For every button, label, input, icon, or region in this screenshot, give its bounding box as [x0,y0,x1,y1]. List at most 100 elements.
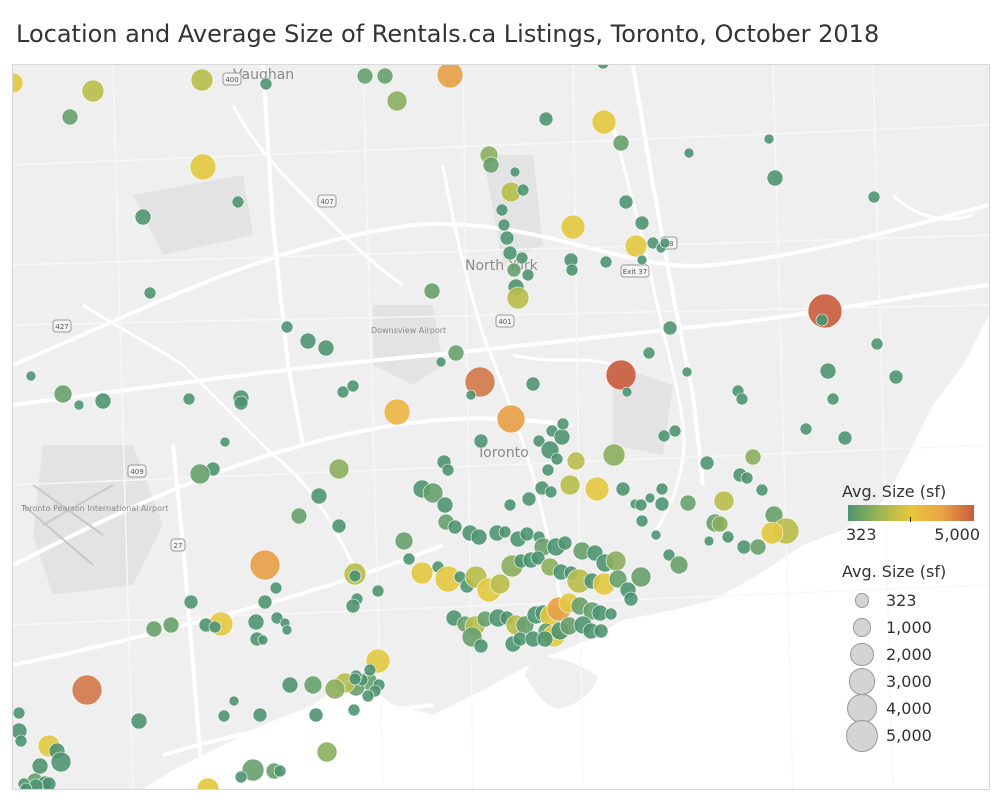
listing-marker[interactable] [143,286,157,300]
listing-marker[interactable] [593,623,609,639]
listing-marker[interactable] [71,674,103,706]
listing-marker[interactable] [766,169,784,187]
listing-marker[interactable] [815,313,829,327]
listing-marker[interactable] [634,498,648,512]
listing-marker[interactable] [422,482,444,504]
listing-markers[interactable] [13,65,904,789]
listing-marker[interactable] [162,616,180,634]
listing-marker[interactable] [386,90,408,112]
listing-marker[interactable] [470,528,488,546]
listing-marker[interactable] [659,237,671,249]
listing-marker[interactable] [331,518,347,534]
listing-marker[interactable] [538,111,554,127]
listing-marker[interactable] [760,521,784,545]
listing-marker[interactable] [447,344,465,362]
listing-marker[interactable] [231,195,245,209]
listing-marker[interactable] [196,777,220,789]
listing-marker[interactable] [799,422,813,436]
listing-marker[interactable] [489,573,511,595]
listing-marker[interactable] [269,581,283,595]
listing-marker[interactable] [436,65,464,89]
listing-marker[interactable] [699,455,715,471]
listing-marker[interactable] [530,550,546,566]
map-view[interactable]: Vaughan North York Downsview Airport Tor… [12,64,990,790]
listing-marker[interactable] [308,707,324,723]
listing-marker[interactable] [495,203,509,217]
listing-marker[interactable] [516,183,530,197]
listing-marker[interactable] [597,65,609,70]
listing-marker[interactable] [826,392,840,406]
listing-marker[interactable] [565,263,579,277]
listing-marker[interactable] [371,584,385,598]
listing-marker[interactable] [624,234,648,258]
listing-marker[interactable] [521,268,535,282]
listing-marker[interactable] [249,549,281,581]
listing-marker[interactable] [498,525,512,539]
listing-marker[interactable] [402,552,416,566]
listing-marker[interactable] [447,519,463,535]
listing-marker[interactable] [281,624,293,636]
listing-marker[interactable] [536,630,554,648]
listing-marker[interactable] [19,782,33,789]
listing-marker[interactable] [252,707,268,723]
listing-marker[interactable] [394,531,414,551]
listing-marker[interactable] [464,366,496,398]
listing-marker[interactable] [73,399,85,411]
listing-marker[interactable] [559,474,581,496]
listing-marker[interactable] [525,376,541,392]
listing-marker[interactable] [502,245,518,261]
listing-marker[interactable] [290,507,308,525]
listing-marker[interactable] [749,538,767,556]
listing-marker[interactable] [436,496,454,514]
listing-marker[interactable] [356,67,374,85]
listing-marker[interactable] [273,764,287,778]
listing-marker[interactable] [217,709,231,723]
listing-marker[interactable] [328,458,350,480]
listing-marker[interactable] [509,166,521,178]
listing-marker[interactable] [316,741,338,763]
listing-marker[interactable] [650,529,662,541]
listing-marker[interactable] [348,569,362,583]
listing-marker[interactable] [888,369,904,385]
listing-marker[interactable] [346,379,360,393]
listing-marker[interactable] [683,147,695,159]
listing-marker[interactable] [644,492,656,504]
listing-marker[interactable] [348,672,362,686]
listing-marker[interactable] [681,366,693,378]
listing-marker[interactable] [636,254,648,266]
listing-marker[interactable] [837,430,853,446]
listing-marker[interactable] [208,620,222,634]
listing-marker[interactable] [281,676,299,694]
listing-marker[interactable] [14,734,28,748]
listing-marker[interactable] [473,638,489,654]
listing-marker[interactable] [189,153,217,181]
listing-marker[interactable] [556,417,570,431]
listing-marker[interactable] [190,68,214,92]
listing-marker[interactable] [744,448,762,466]
listing-marker[interactable] [234,770,248,784]
listing-marker[interactable] [423,282,441,300]
listing-marker[interactable] [499,230,515,246]
listing-marker[interactable] [324,678,346,700]
listing-marker[interactable] [605,550,627,572]
listing-marker[interactable] [31,757,49,775]
listing-marker[interactable] [662,548,676,562]
listing-marker[interactable] [310,487,328,505]
listing-marker[interactable] [521,491,537,507]
listing-marker[interactable] [735,392,749,406]
listing-marker[interactable] [503,498,517,512]
listing-marker[interactable] [615,481,631,497]
listing-marker[interactable] [668,424,682,438]
listing-marker[interactable] [618,194,634,210]
listing-marker[interactable] [134,208,152,226]
listing-marker[interactable] [560,214,586,240]
listing-marker[interactable] [257,594,273,610]
listing-marker[interactable] [496,404,526,434]
listing-marker[interactable] [13,706,26,720]
listing-marker[interactable] [721,530,735,544]
listing-marker[interactable] [623,591,639,607]
listing-marker[interactable] [228,695,240,707]
listing-marker[interactable] [219,436,231,448]
listing-marker[interactable] [299,332,317,350]
listing-marker[interactable] [363,663,377,677]
